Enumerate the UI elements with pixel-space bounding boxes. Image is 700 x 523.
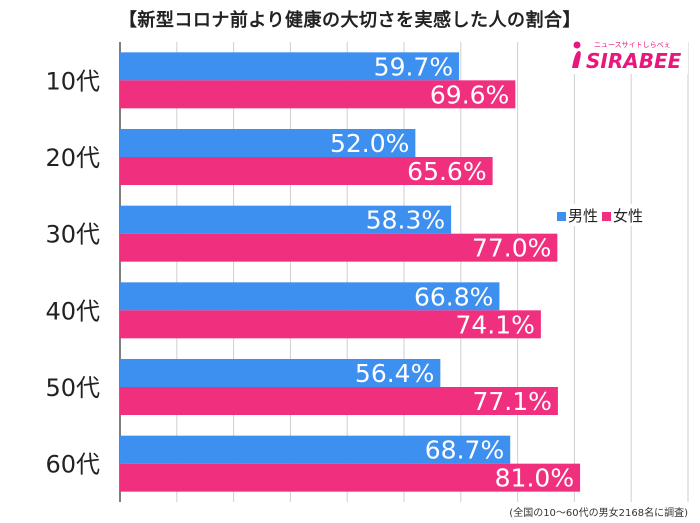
legend-label-female: 女性: [613, 206, 644, 225]
data-label: 77.0%: [472, 234, 551, 263]
data-label: 65.6%: [407, 157, 486, 186]
data-label: 56.4%: [355, 359, 434, 388]
bar: [120, 52, 460, 81]
chart-legend: 男性 女性: [553, 204, 675, 226]
bar: [120, 387, 558, 415]
category-label: 60代: [45, 451, 100, 479]
data-label: 74.1%: [455, 310, 534, 339]
bar: [120, 129, 416, 157]
category-label: 20代: [45, 144, 100, 172]
data-label: 66.8%: [414, 282, 493, 311]
category-label: 40代: [45, 297, 100, 325]
bar: [120, 80, 516, 109]
bar: [120, 233, 558, 262]
chart-title: 【新型コロナ前より健康の大切さを実感した人の割合】: [118, 10, 582, 31]
legend-swatch-male: [557, 211, 566, 221]
category-label: 10代: [45, 67, 100, 95]
bar: [120, 435, 511, 464]
data-label: 52.0%: [330, 129, 409, 158]
legend-swatch-female: [602, 211, 612, 221]
footnote: (全国の10〜60代の男女2168名に調査): [509, 508, 688, 519]
data-label: 81.0%: [495, 464, 574, 493]
bar: [120, 463, 581, 492]
logo-tagline: ニュースサイトしらべぇ: [594, 41, 671, 49]
category-label: 50代: [45, 374, 100, 402]
data-label: 59.7%: [374, 52, 453, 81]
legend-item-male: 男性: [557, 205, 598, 226]
data-label: 77.1%: [473, 387, 552, 416]
bar: [120, 157, 493, 185]
data-label: 58.3%: [366, 206, 445, 235]
legend-item-female: 女性: [602, 205, 643, 226]
category-label: 30代: [45, 221, 100, 249]
data-label: 69.6%: [430, 80, 509, 109]
bar: [120, 282, 500, 311]
bar: [120, 359, 441, 387]
sirabee-logo: ニュースサイトしらべぇ SIRABEE: [566, 34, 688, 74]
bar: [120, 310, 541, 339]
data-label: 68.7%: [425, 436, 504, 465]
logo-name: SIRABEE: [586, 49, 682, 73]
bar: [120, 205, 452, 234]
legend-label-male: 男性: [568, 206, 599, 225]
